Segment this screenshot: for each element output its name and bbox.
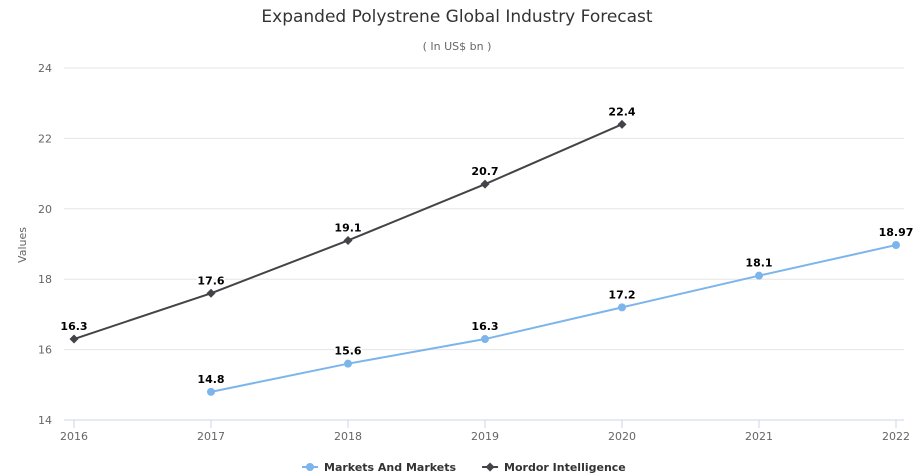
y-axis-label: Values [16, 227, 29, 263]
chart-title: Expanded Polystrene Global Industry Fore… [261, 7, 653, 27]
x-tick-label: 2022 [882, 430, 910, 443]
legend-label: Markets And Markets [324, 461, 456, 474]
series-group [69, 119, 900, 396]
y-tick-label: 20 [38, 203, 52, 216]
legend-label: Mordor Intelligence [504, 461, 626, 474]
data-point-marker[interactable] [207, 387, 215, 396]
data-label: 16.3 [471, 320, 498, 333]
x-tick-label: 2016 [60, 430, 88, 443]
y-tick-label: 24 [38, 62, 52, 75]
data-label: 15.6 [334, 345, 361, 358]
y-axis-ticks: 14 16 18 20 22 24 [38, 62, 52, 427]
data-label: 18.97 [879, 226, 914, 239]
diamond-icon[interactable] [485, 462, 495, 472]
legend-item[interactable]: Markets And Markets [302, 461, 456, 474]
chart-subtitle: ( In US$ bn ) [423, 40, 492, 53]
legend[interactable]: Markets And Markets Mordor Intelligence [302, 461, 626, 474]
data-point-marker[interactable] [343, 235, 353, 245]
data-label: 17.6 [197, 274, 224, 287]
data-point-marker[interactable] [344, 359, 352, 368]
x-axis-ticks: 2016 2017 2018 2019 2020 2021 2022 [60, 419, 910, 443]
grid-lines [64, 67, 904, 421]
data-label: 20.7 [471, 165, 498, 178]
data-point-marker[interactable] [618, 303, 626, 312]
data-point-marker[interactable] [892, 241, 900, 250]
legend-item[interactable]: Mordor Intelligence [482, 461, 626, 474]
data-point-marker[interactable] [69, 334, 79, 344]
data-label: 19.1 [334, 221, 361, 234]
data-point-marker[interactable] [481, 335, 489, 344]
data-labels: 14.8 15.6 16.3 17.2 18.1 18.97 16.3 17.6 19.1 20.… [59, 104, 914, 388]
y-tick-label: 22 [38, 132, 52, 145]
x-tick-label: 2020 [608, 430, 636, 443]
x-tick-label: 2019 [471, 430, 499, 443]
y-tick-label: 18 [38, 273, 52, 286]
circle-icon[interactable] [306, 463, 314, 471]
y-tick-label: 14 [38, 414, 52, 427]
x-tick-label: 2021 [745, 430, 773, 443]
x-tick-label: 2018 [334, 430, 362, 443]
series-line-1 [210, 244, 897, 393]
data-label: 14.8 [197, 373, 224, 386]
data-point-marker[interactable] [480, 179, 490, 189]
data-point-marker[interactable] [617, 119, 627, 129]
data-label: 18.1 [745, 257, 772, 270]
data-point-marker[interactable] [755, 271, 763, 280]
data-label: 17.2 [608, 288, 635, 301]
y-tick-label: 16 [38, 344, 52, 357]
data-label: 22.4 [608, 105, 635, 118]
data-point-marker[interactable] [206, 288, 216, 298]
data-label: 16.3 [60, 320, 87, 333]
x-tick-label: 2017 [197, 430, 225, 443]
